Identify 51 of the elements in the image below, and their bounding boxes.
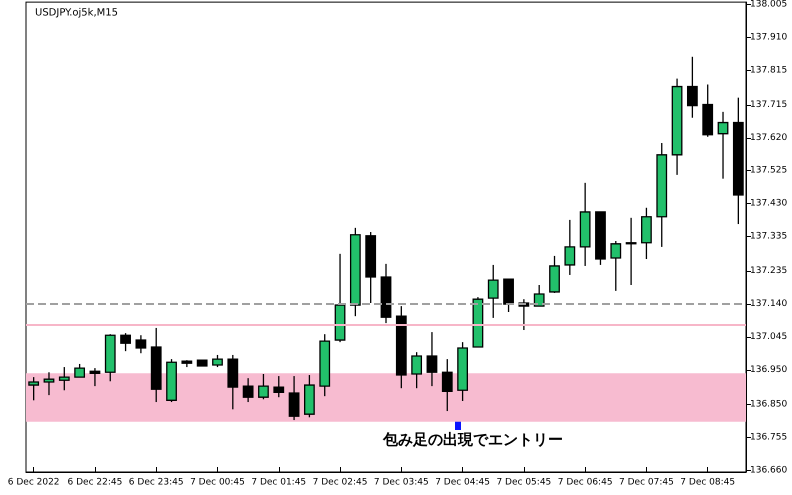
candlestick <box>74 363 86 378</box>
x-tick-label: 7 Dec 07:45 <box>619 478 674 488</box>
y-tick-label: 137.335 <box>750 232 788 242</box>
candlestick <box>442 358 453 412</box>
annotation: 包み足の出現でエントリー <box>382 430 563 448</box>
candlestick <box>58 366 70 391</box>
candlestick <box>135 334 146 354</box>
candlestick <box>28 376 40 401</box>
y-tick-label: 137.620 <box>750 132 788 143</box>
candlestick <box>288 375 300 421</box>
y-tick-label: 137.715 <box>750 100 788 110</box>
x-tick-label: 7 Dec 08:45 <box>680 478 736 488</box>
x-tick-label: 7 Dec 06:45 <box>558 478 613 488</box>
candlestick <box>120 332 131 352</box>
candlestick <box>258 373 269 400</box>
y-tick-label: 136.755 <box>750 432 788 442</box>
x-tick-label: 7 Dec 04:45 <box>435 478 490 488</box>
y-tick-label: 137.815 <box>750 65 788 76</box>
y-tick-label: 137.140 <box>750 299 788 310</box>
x-tick-label: 7 Dec 05:45 <box>496 478 552 488</box>
candlestick <box>273 375 284 398</box>
candlestick <box>564 219 576 276</box>
y-tick-label: 136.950 <box>750 364 788 375</box>
y-tick-label: 138.005 <box>750 0 788 10</box>
candlestick <box>44 372 54 396</box>
y-tick-label: 137.525 <box>750 166 788 176</box>
x-tick-label: 6 Dec 23:45 <box>128 478 184 488</box>
candlestick <box>626 217 637 286</box>
y-tick-label: 137.235 <box>750 266 788 276</box>
y-tick-label: 136.850 <box>750 399 788 410</box>
y-tick-label: 137.430 <box>750 198 788 209</box>
text: USDJPY.oj5k,M15 <box>35 8 118 18</box>
y-tick-label: 137.045 <box>750 332 788 342</box>
x-tick-label: 7 Dec 01:45 <box>251 478 306 488</box>
candlestick <box>718 111 728 180</box>
candlestick <box>534 284 545 307</box>
candlestick <box>90 367 100 387</box>
x-tick-label: 7 Dec 00:45 <box>190 478 245 488</box>
candlestick <box>426 331 438 387</box>
x-tick-label: 6 Dec 2022 <box>8 478 60 488</box>
candlestick <box>212 354 223 368</box>
candlestick <box>610 240 622 292</box>
y-tick-label: 137.910 <box>750 32 788 42</box>
x-tick-label: 7 Dec 03:45 <box>374 478 429 488</box>
candlestick <box>242 378 254 403</box>
candlestick <box>488 264 499 319</box>
candlestick <box>686 56 698 118</box>
x-tick-label: 6 Dec 22:45 <box>68 478 122 488</box>
x-tick-label: 7 Dec 02:45 <box>312 478 368 488</box>
y-tick-label: 136.660 <box>750 465 788 476</box>
candlestick <box>411 352 422 389</box>
